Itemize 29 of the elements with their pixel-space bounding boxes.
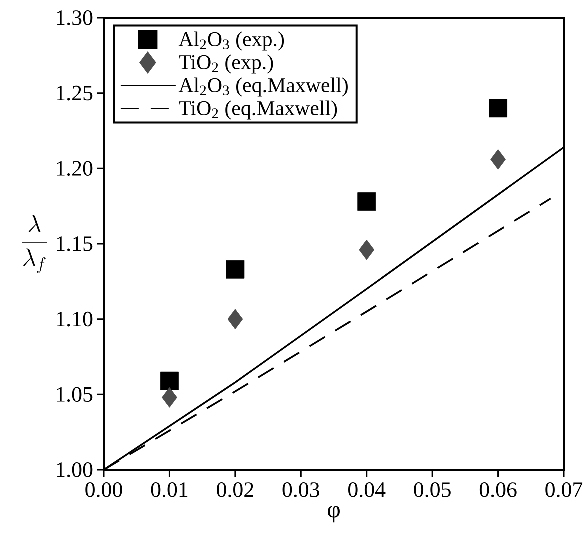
point	[160, 372, 179, 390]
y-tick-label: 1.25	[57, 86, 93, 101]
y-tick-label: 1.15	[57, 236, 93, 252]
point	[162, 387, 178, 408]
x-tick-label: 0.01	[151, 482, 188, 498]
x-tick-label: 0.06	[480, 482, 517, 498]
y-tick-label: 1.05	[57, 387, 93, 402]
point	[489, 99, 508, 118]
point	[228, 309, 244, 330]
y-tick-label: 1.30	[57, 10, 93, 26]
point	[226, 260, 245, 279]
point	[358, 192, 376, 212]
y-tick-label: 1.20	[57, 161, 93, 176]
x-axis-title: φ	[328, 506, 340, 523]
point	[359, 240, 375, 260]
x-tick-label: 0.03	[282, 482, 320, 498]
x-tick-label: 0.07	[546, 482, 583, 498]
y-axis-title: $\frac{\lambda}{\lambda_f}$	[22, 214, 48, 274]
legend-label: TiO$_{2}$ (eq.Maxwell)	[179, 100, 338, 120]
legend-label: Al$_{2}$O$_{3}$ (eq.Maxwell)	[178, 78, 348, 97]
x-tick-label: 0.02	[217, 482, 254, 498]
y-tick-label: 1.10	[57, 312, 93, 327]
legend-label: TiO$_{2}$ (exp.)	[179, 54, 274, 74]
legend-label: Al$_{2}$O$_{3}$ (exp.)	[178, 32, 284, 51]
point	[490, 149, 506, 170]
x-tick-label: 0.00	[86, 482, 122, 498]
x-tick-label: 0.05	[414, 482, 451, 498]
x-tick-label: 0.04	[348, 482, 386, 498]
y-tick-label: 1.00	[57, 462, 93, 478]
